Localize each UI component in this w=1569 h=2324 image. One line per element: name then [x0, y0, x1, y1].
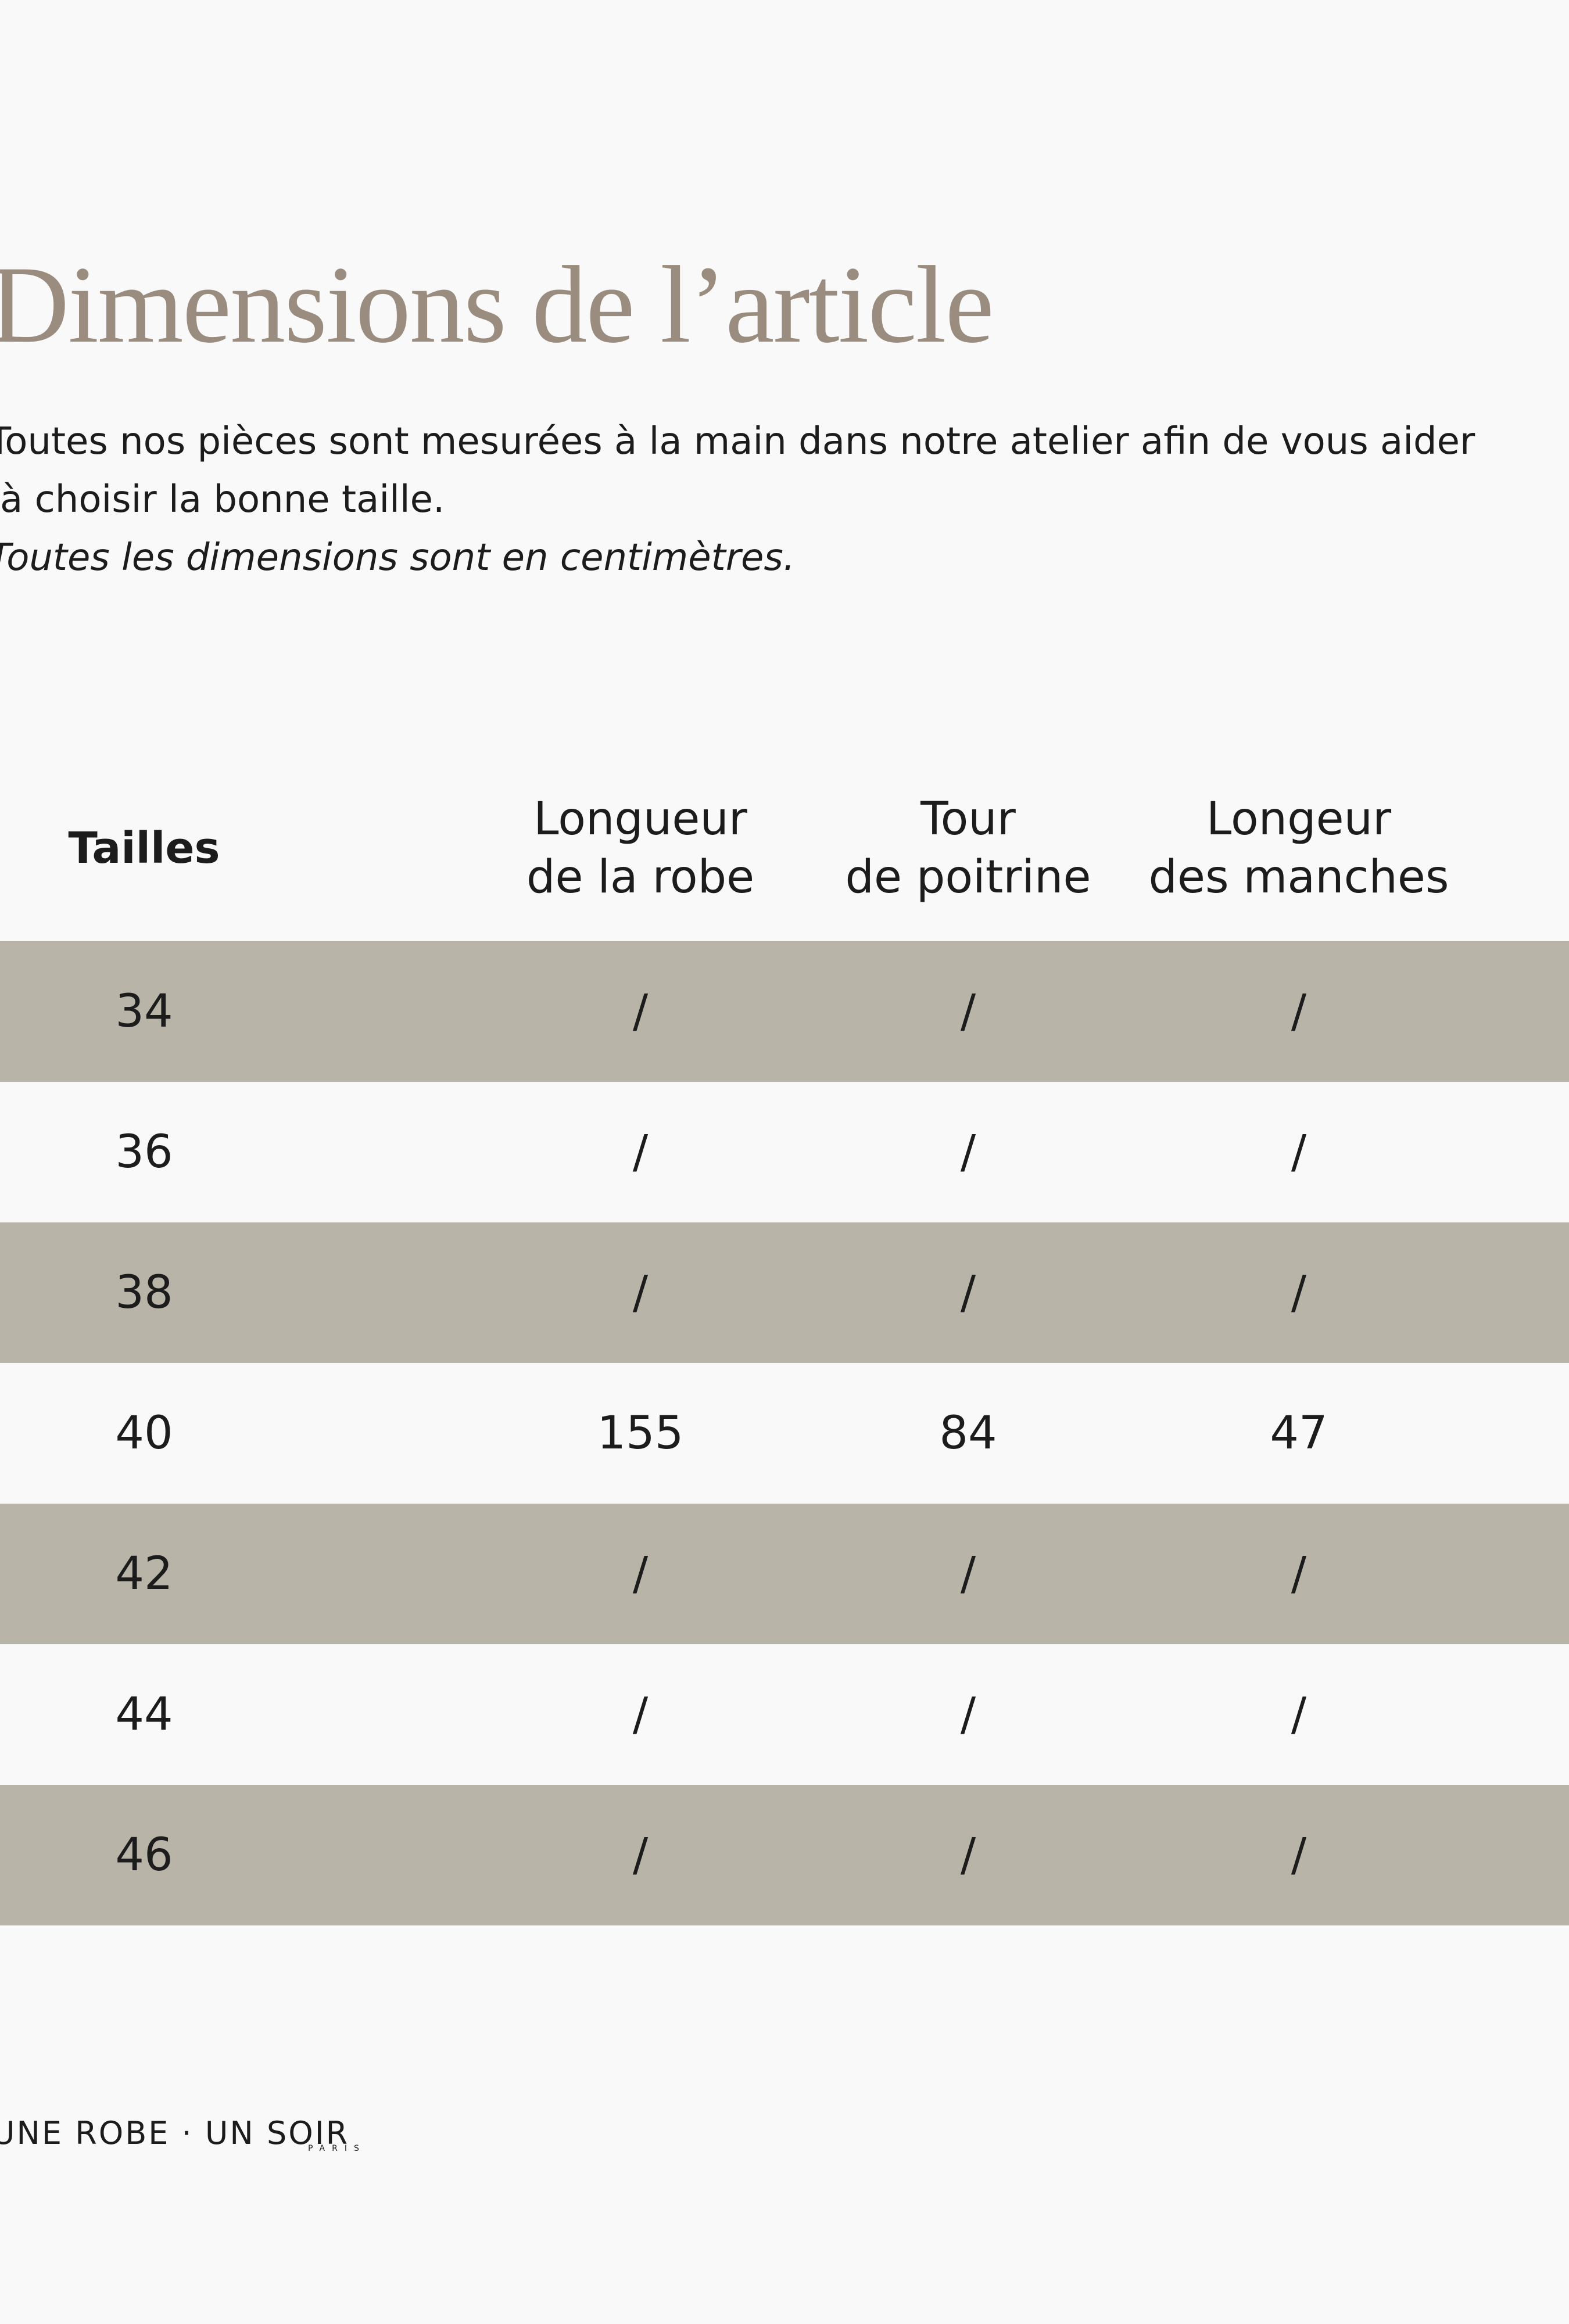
table-cell: 155	[597, 1407, 684, 1459]
table-cell: /	[632, 1126, 649, 1178]
table-cell: 47	[1270, 1407, 1328, 1459]
header-line: de la robe	[526, 851, 755, 903]
table-cell: /	[960, 985, 976, 1038]
intro-line: à choisir la bonne taille.	[0, 478, 445, 521]
table-cell: /	[632, 985, 649, 1038]
table-cell: 44	[115, 1688, 173, 1741]
table-cell: /	[1291, 1688, 1307, 1741]
table-cell: /	[960, 1548, 976, 1600]
table-cell: 36	[115, 1126, 173, 1178]
header-line: Longeur	[1206, 793, 1392, 845]
table-cell: /	[1291, 1829, 1307, 1881]
table-cell: /	[632, 1829, 649, 1881]
table-cell: /	[632, 1548, 649, 1600]
table-cell: /	[960, 1829, 976, 1881]
header-line: de poitrine	[845, 851, 1091, 903]
note: Toutes les dimensions sont en centimètre…	[0, 536, 796, 579]
header-line: des manches	[1148, 851, 1449, 903]
table-cell: 38	[115, 1267, 173, 1319]
row-stripe	[0, 941, 1569, 1082]
table-cell: 40	[115, 1407, 173, 1459]
table-cell: 34	[115, 985, 173, 1038]
table-cell: 42	[115, 1548, 173, 1600]
title: Dimensions de l’article	[0, 244, 994, 366]
column-header: Tour de poitrine	[846, 790, 1091, 906]
table-cell: /	[632, 1267, 649, 1319]
header-line: Tour	[920, 793, 1016, 845]
intro-line: Toutes nos pièces sont mesurées à la mai…	[0, 420, 1475, 463]
row-stripe	[0, 1785, 1569, 1925]
table-cell: 84	[939, 1407, 997, 1459]
table-cell: /	[960, 1126, 976, 1178]
column-header: Tailles	[68, 819, 220, 877]
table-cell: /	[1291, 1267, 1307, 1319]
brand-city: PARIS	[308, 2144, 366, 2153]
table-cell: /	[960, 1688, 976, 1741]
column-header: Longeur des manches	[1148, 790, 1449, 906]
table-cell: /	[1291, 985, 1307, 1038]
row-stripe	[0, 1504, 1569, 1644]
table-cell: /	[1291, 1548, 1307, 1600]
header-line: Tailles	[68, 823, 220, 873]
column-header: Longueur de la robe	[526, 790, 754, 906]
table-cell: 46	[115, 1829, 173, 1881]
row-stripe	[0, 1222, 1569, 1363]
table-cell: /	[960, 1267, 976, 1319]
table-cell: /	[1291, 1126, 1307, 1178]
table-cell: /	[632, 1688, 649, 1741]
header-line: Longueur	[533, 793, 747, 845]
brand-logo: UNE ROBE · UN SOIR	[0, 2115, 350, 2151]
